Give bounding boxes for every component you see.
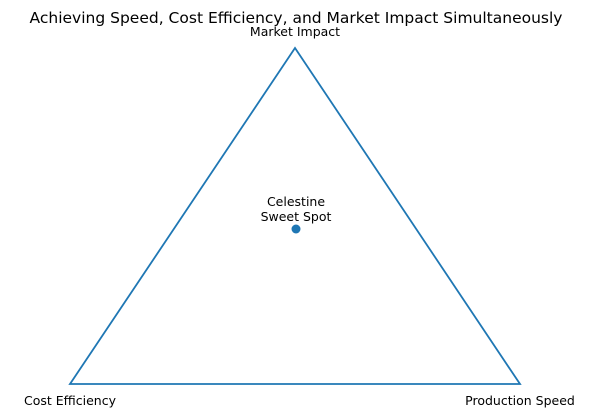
vertex-label-market-impact: Market Impact [250, 24, 340, 39]
vertex-label-cost-efficiency: Cost Efficiency [24, 393, 117, 408]
sweet-spot-point [291, 224, 301, 234]
sweet-spot-label-line-2: Sweet Spot [261, 209, 332, 224]
sweet-spot-label-line-1: Celestine [267, 194, 325, 209]
diagram-title: Achieving Speed, Cost Efficiency, and Ma… [30, 9, 563, 27]
vertex-label-production-speed: Production Speed [465, 393, 575, 408]
trade-off-triangle [68, 46, 522, 385]
